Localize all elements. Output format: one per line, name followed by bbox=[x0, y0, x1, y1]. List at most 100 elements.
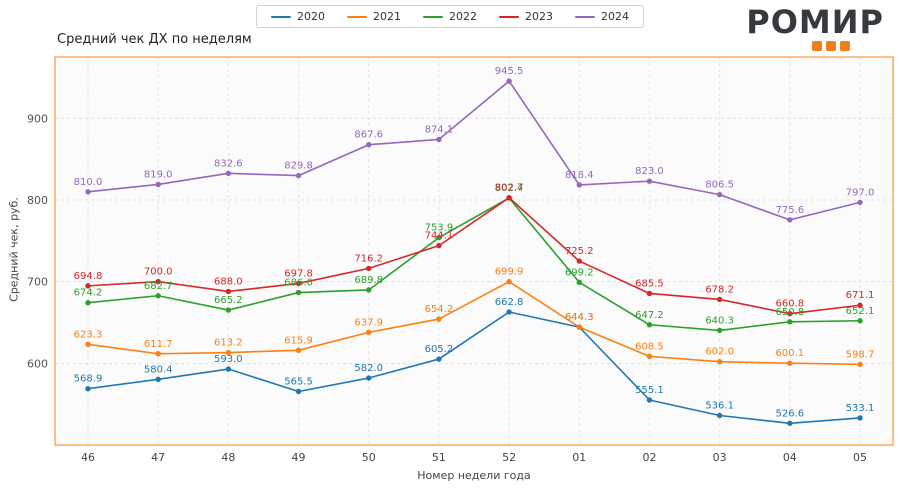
data-label: 526.6 bbox=[775, 408, 804, 419]
data-label: 685.5 bbox=[635, 278, 664, 289]
data-point bbox=[225, 366, 232, 372]
data-label: 623.3 bbox=[74, 329, 103, 340]
x-tick-label: 50 bbox=[362, 451, 376, 464]
y-axis-label: Средний чек, руб. bbox=[7, 197, 21, 302]
series-line-2020 bbox=[87, 311, 861, 425]
romir-logo-text: РОМИР bbox=[746, 3, 884, 41]
data-point bbox=[857, 199, 863, 206]
data-label: 565.5 bbox=[284, 376, 313, 387]
data-label: 582.0 bbox=[354, 363, 383, 374]
series-2021 bbox=[85, 279, 863, 368]
data-point bbox=[436, 242, 442, 249]
data-label: 867.6 bbox=[354, 130, 383, 141]
data-point bbox=[85, 341, 91, 347]
data-label: 640.3 bbox=[705, 315, 734, 326]
data-point bbox=[366, 329, 372, 336]
series-line-2023 bbox=[87, 196, 861, 315]
series-line-2024 bbox=[87, 80, 861, 221]
data-label: 697.8 bbox=[284, 268, 313, 279]
data-label: 671.1 bbox=[846, 290, 875, 301]
data-point bbox=[787, 217, 793, 223]
legend-item-2023[interactable]: 2023 bbox=[499, 10, 553, 23]
legend-line-icon bbox=[575, 15, 595, 18]
data-label: 613.2 bbox=[214, 338, 243, 349]
data-point bbox=[366, 375, 372, 381]
data-point bbox=[155, 351, 161, 357]
series-labels-2024: 810.0 819.0 832.6 829.8 867.6 874.1 945.5 818.4… bbox=[74, 66, 875, 216]
data-point bbox=[155, 376, 161, 383]
data-point bbox=[155, 181, 161, 188]
data-label: 605.2 bbox=[425, 344, 454, 355]
x-tick-label: 02 bbox=[642, 451, 656, 464]
legend-label: 2020 bbox=[297, 10, 325, 23]
series-2022 bbox=[85, 195, 863, 334]
plot-area bbox=[55, 57, 893, 445]
data-point bbox=[646, 290, 653, 297]
data-point bbox=[295, 172, 302, 179]
legend-line-icon bbox=[347, 15, 367, 18]
data-label: 810.0 bbox=[74, 177, 103, 188]
data-label: 688.0 bbox=[214, 276, 243, 287]
x-tick-label: 48 bbox=[221, 451, 235, 464]
data-label: 823.0 bbox=[635, 166, 664, 177]
data-label: 874.1 bbox=[425, 124, 454, 135]
chart-legend: 2020 2021 2022 2023 2024 bbox=[256, 5, 644, 28]
data-point bbox=[576, 279, 582, 285]
legend-label: 2024 bbox=[601, 10, 629, 23]
data-point bbox=[716, 327, 723, 334]
data-point bbox=[506, 195, 512, 201]
romir-logo-dots-icon bbox=[762, 41, 900, 51]
data-label: 536.1 bbox=[705, 401, 734, 412]
data-point bbox=[366, 287, 372, 293]
series-labels-2022: 674.2 682.7 665.2 686.6 689.8 753.9 802.4 699.2… bbox=[74, 183, 875, 326]
data-label: 797.0 bbox=[846, 187, 875, 198]
data-label: 647.2 bbox=[635, 310, 664, 321]
logo-dot-icon bbox=[840, 41, 851, 51]
data-label: 806.5 bbox=[705, 180, 734, 191]
y-tick-label: 700 bbox=[27, 276, 48, 289]
chart-title: Средний чек ДХ по неделям bbox=[57, 32, 252, 47]
data-label: 568.9 bbox=[74, 374, 103, 385]
x-axis-label: Номер недели года bbox=[417, 469, 531, 482]
romir-logo: РОМИР bbox=[746, 6, 884, 51]
data-label: 819.0 bbox=[144, 169, 173, 180]
data-point bbox=[155, 278, 161, 285]
data-label: 615.9 bbox=[284, 335, 313, 346]
data-label: 660.8 bbox=[775, 299, 804, 310]
data-label: 802.7 bbox=[495, 183, 524, 194]
series-labels-2021: 623.3 611.7 613.2 615.9 637.9 654.2 699.9 644.3… bbox=[74, 267, 875, 361]
data-label: 689.8 bbox=[354, 275, 383, 286]
data-point bbox=[506, 309, 512, 315]
data-point bbox=[85, 189, 91, 195]
legend-item-2024[interactable]: 2024 bbox=[575, 10, 629, 23]
data-label: 665.2 bbox=[214, 295, 243, 306]
data-point bbox=[436, 356, 442, 362]
legend-item-2022[interactable]: 2022 bbox=[423, 10, 477, 23]
data-label: 602.0 bbox=[705, 347, 734, 358]
legend-line-icon bbox=[271, 15, 291, 18]
data-label: 644.3 bbox=[565, 312, 594, 323]
data-point bbox=[787, 310, 793, 317]
data-point bbox=[576, 258, 582, 264]
x-tick-label: 51 bbox=[432, 451, 446, 464]
data-point bbox=[225, 288, 232, 295]
legend-label: 2023 bbox=[525, 10, 553, 23]
data-label: 699.9 bbox=[495, 267, 524, 278]
data-label: 699.2 bbox=[565, 267, 594, 278]
legend-label: 2022 bbox=[449, 10, 477, 23]
data-point bbox=[857, 302, 863, 308]
plot-frame bbox=[54, 56, 894, 446]
data-point bbox=[857, 361, 863, 368]
data-point bbox=[366, 142, 372, 148]
data-point bbox=[506, 279, 512, 285]
x-tick-label: 01 bbox=[572, 451, 586, 464]
legend-item-2020[interactable]: 2020 bbox=[271, 10, 325, 23]
legend-item-2021[interactable]: 2021 bbox=[347, 10, 401, 23]
data-label: 716.2 bbox=[354, 253, 383, 264]
data-label: 686.6 bbox=[284, 278, 313, 289]
data-label: 662.8 bbox=[495, 297, 524, 308]
x-tick-label: 05 bbox=[853, 451, 867, 464]
series-labels-2020: 568.9 580.4 593.0 565.5 582.0 605.2 662.8 644.3… bbox=[74, 297, 875, 419]
data-point bbox=[295, 280, 302, 287]
